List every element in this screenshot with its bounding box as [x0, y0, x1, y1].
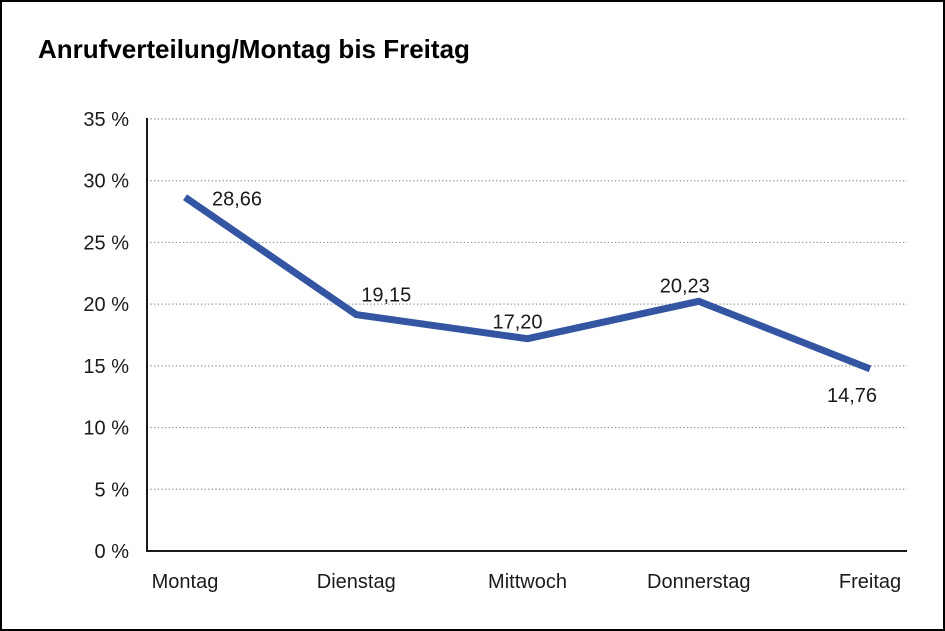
y-tick-label: 25 %	[83, 232, 129, 254]
y-tick-label: 35 %	[83, 109, 129, 131]
y-tick-label: 10 %	[83, 418, 129, 440]
x-tick-label: Montag	[152, 571, 219, 593]
data-label: 19,15	[361, 285, 411, 307]
x-tick-label: Mittwoch	[488, 571, 567, 593]
x-tick-label: Donnerstag	[647, 571, 750, 593]
y-tick-label: 20 %	[83, 294, 129, 316]
chart-title: Anrufverteilung/Montag bis Freitag	[38, 34, 470, 64]
data-label: 17,20	[492, 312, 542, 334]
y-tick-label: 15 %	[83, 356, 129, 378]
x-tick-label: Dienstag	[317, 571, 396, 593]
data-label: 20,23	[660, 275, 710, 297]
data-label: 28,66	[212, 188, 262, 210]
x-tick-label: Freitag	[839, 571, 901, 593]
y-tick-label: 5 %	[95, 479, 130, 501]
y-tick-label: 0 %	[95, 541, 130, 563]
data-label: 14,76	[827, 385, 877, 407]
y-tick-label: 30 %	[83, 171, 129, 193]
series-line	[183, 194, 872, 373]
